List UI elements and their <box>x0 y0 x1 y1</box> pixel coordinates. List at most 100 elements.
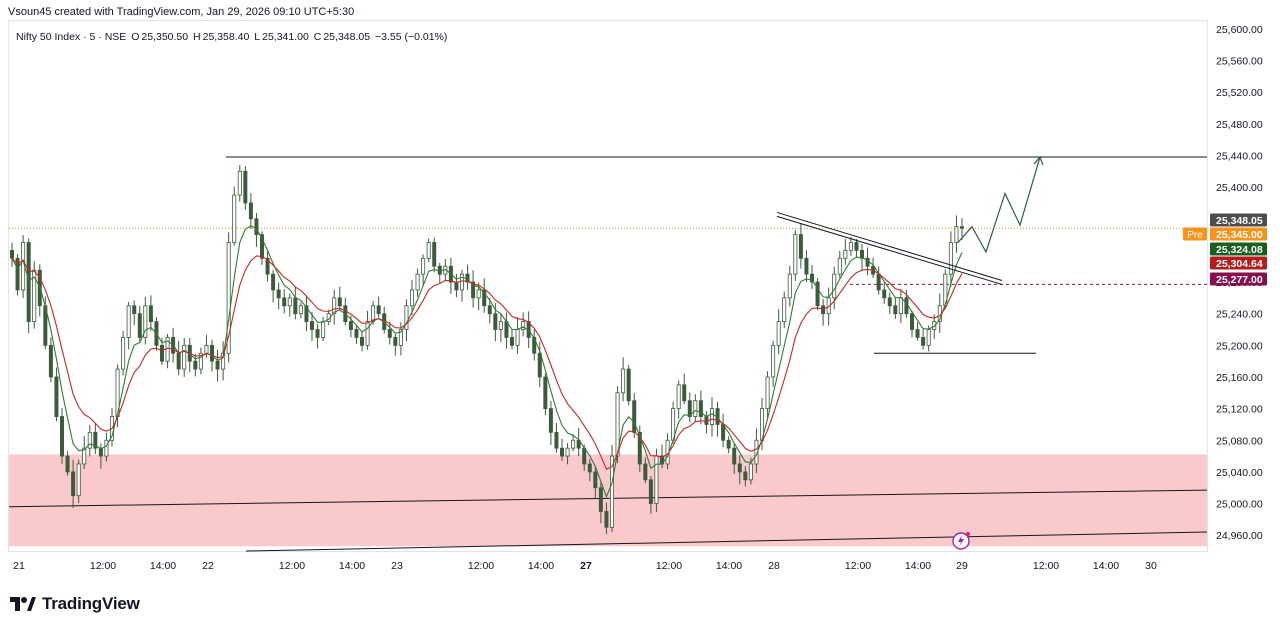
candle-body <box>98 447 103 457</box>
candle-body <box>554 431 559 449</box>
candle-body <box>82 447 87 465</box>
wedge-lower-line <box>776 215 1003 285</box>
ohlc-legend[interactable]: Nifty 50 Index · 5 · NSE O 25,350.50 H 25,… <box>16 31 449 43</box>
candle-body <box>182 344 187 370</box>
candle-body <box>176 352 181 370</box>
close-value: 25,348.05 <box>323 31 371 43</box>
tradingview-logo[interactable]: TradingView <box>10 594 140 614</box>
y-tick-label: 25,600.00 <box>1216 24 1263 36</box>
trendline-layer <box>8 227 1208 552</box>
price-tag-value: 25,277.00 <box>1216 274 1263 286</box>
y-tick-label: 24,960.00 <box>1216 530 1263 542</box>
candle-body <box>354 329 359 338</box>
candle-body <box>259 234 264 259</box>
candle-body <box>643 463 648 481</box>
candle-body <box>693 400 698 417</box>
candle-body <box>915 329 920 338</box>
candle-body <box>265 257 270 275</box>
candle-body <box>565 447 570 457</box>
candle-body <box>132 305 137 315</box>
high-label: H <box>193 31 201 43</box>
candle-body <box>787 273 792 299</box>
moving-averages-layer <box>11 225 963 499</box>
candle-body <box>782 297 787 322</box>
y-tick-label: 25,520.00 <box>1216 87 1263 99</box>
chart-pane[interactable] <box>8 20 1208 552</box>
price-tag-ema_fast: 25,324.08 <box>1210 242 1267 256</box>
candle-body <box>893 305 898 315</box>
candle-body <box>776 321 781 346</box>
candle-body <box>698 400 703 417</box>
candle-body <box>93 431 98 449</box>
tradingview-logo-icon <box>10 597 36 611</box>
candle-body <box>843 250 848 259</box>
x-tick-label: 12:00 <box>845 560 871 572</box>
candle-body <box>537 352 542 378</box>
candle-body <box>332 297 337 315</box>
candle-body <box>243 170 248 204</box>
price-tags: 25,348.05 25,345.00 Pre 25,324.08 25,304.64 2… <box>1183 213 1267 286</box>
y-tick-label: 25,400.00 <box>1216 182 1263 194</box>
candle-body <box>765 376 770 410</box>
high-value: 25,358.40 <box>202 31 250 43</box>
candle-body <box>521 321 526 330</box>
candle-body <box>198 352 203 370</box>
candle-body <box>737 463 742 473</box>
candle-body <box>48 344 53 378</box>
candle-body <box>221 352 226 370</box>
candle-body <box>593 471 598 489</box>
candle-body <box>65 455 70 473</box>
candle-body <box>193 360 198 370</box>
y-tick-label: 25,040.00 <box>1216 467 1263 479</box>
candle-body <box>32 269 37 322</box>
y-tick-label: 25,120.00 <box>1216 404 1263 416</box>
candle-body <box>948 242 953 275</box>
x-tick-label: 23 <box>391 560 403 572</box>
candle-body <box>71 471 76 497</box>
candle-body <box>148 305 153 322</box>
projection-path <box>957 156 1041 254</box>
symbol-label[interactable]: Nifty 50 Index · 5 · NSE <box>16 31 127 43</box>
candle-body <box>898 297 903 315</box>
drawings-layer <box>226 155 1207 550</box>
candle-body <box>226 242 231 354</box>
x-tick-label: 14:00 <box>528 560 554 572</box>
candle-body <box>348 321 353 330</box>
candle-body <box>321 321 326 338</box>
pre-market-label: Pre <box>1187 230 1203 241</box>
candle-body <box>387 329 392 338</box>
candle-body <box>60 416 65 457</box>
candle-body <box>204 344 209 354</box>
x-tick-label: 28 <box>768 560 780 572</box>
candle-body <box>560 447 565 457</box>
y-tick-label: 25,240.00 <box>1216 309 1263 321</box>
candle-body <box>587 463 592 473</box>
candle-body <box>15 257 20 291</box>
candle-body <box>832 273 837 299</box>
x-tick-label: 29 <box>956 560 968 572</box>
candle-body <box>860 250 865 259</box>
candle-body <box>315 329 320 338</box>
candle-body <box>482 289 487 307</box>
x-tick-label: 12:00 <box>468 560 494 572</box>
lower-trendline-2 <box>245 531 1208 552</box>
candle-body <box>293 297 298 315</box>
candle-body <box>815 281 820 307</box>
candle-body <box>76 463 81 497</box>
candle-body <box>137 313 142 338</box>
x-tick-label: 12:00 <box>90 560 116 572</box>
candle-body <box>9 250 14 259</box>
low-value: 25,341.00 <box>262 31 309 43</box>
candle-body <box>437 265 442 275</box>
candle-body <box>837 257 842 275</box>
candle-body <box>498 321 503 330</box>
candles-layer <box>9 165 965 535</box>
demand-zone-layer <box>9 454 1207 547</box>
demand-zone <box>9 454 1207 547</box>
open-value: 25,350.50 <box>141 31 189 43</box>
x-tick-label: 27 <box>580 560 592 572</box>
candle-body <box>409 289 414 307</box>
price-tag-pre: 25,345.00 Pre <box>1183 227 1267 241</box>
candle-body <box>159 344 164 362</box>
candle-body <box>426 242 431 259</box>
